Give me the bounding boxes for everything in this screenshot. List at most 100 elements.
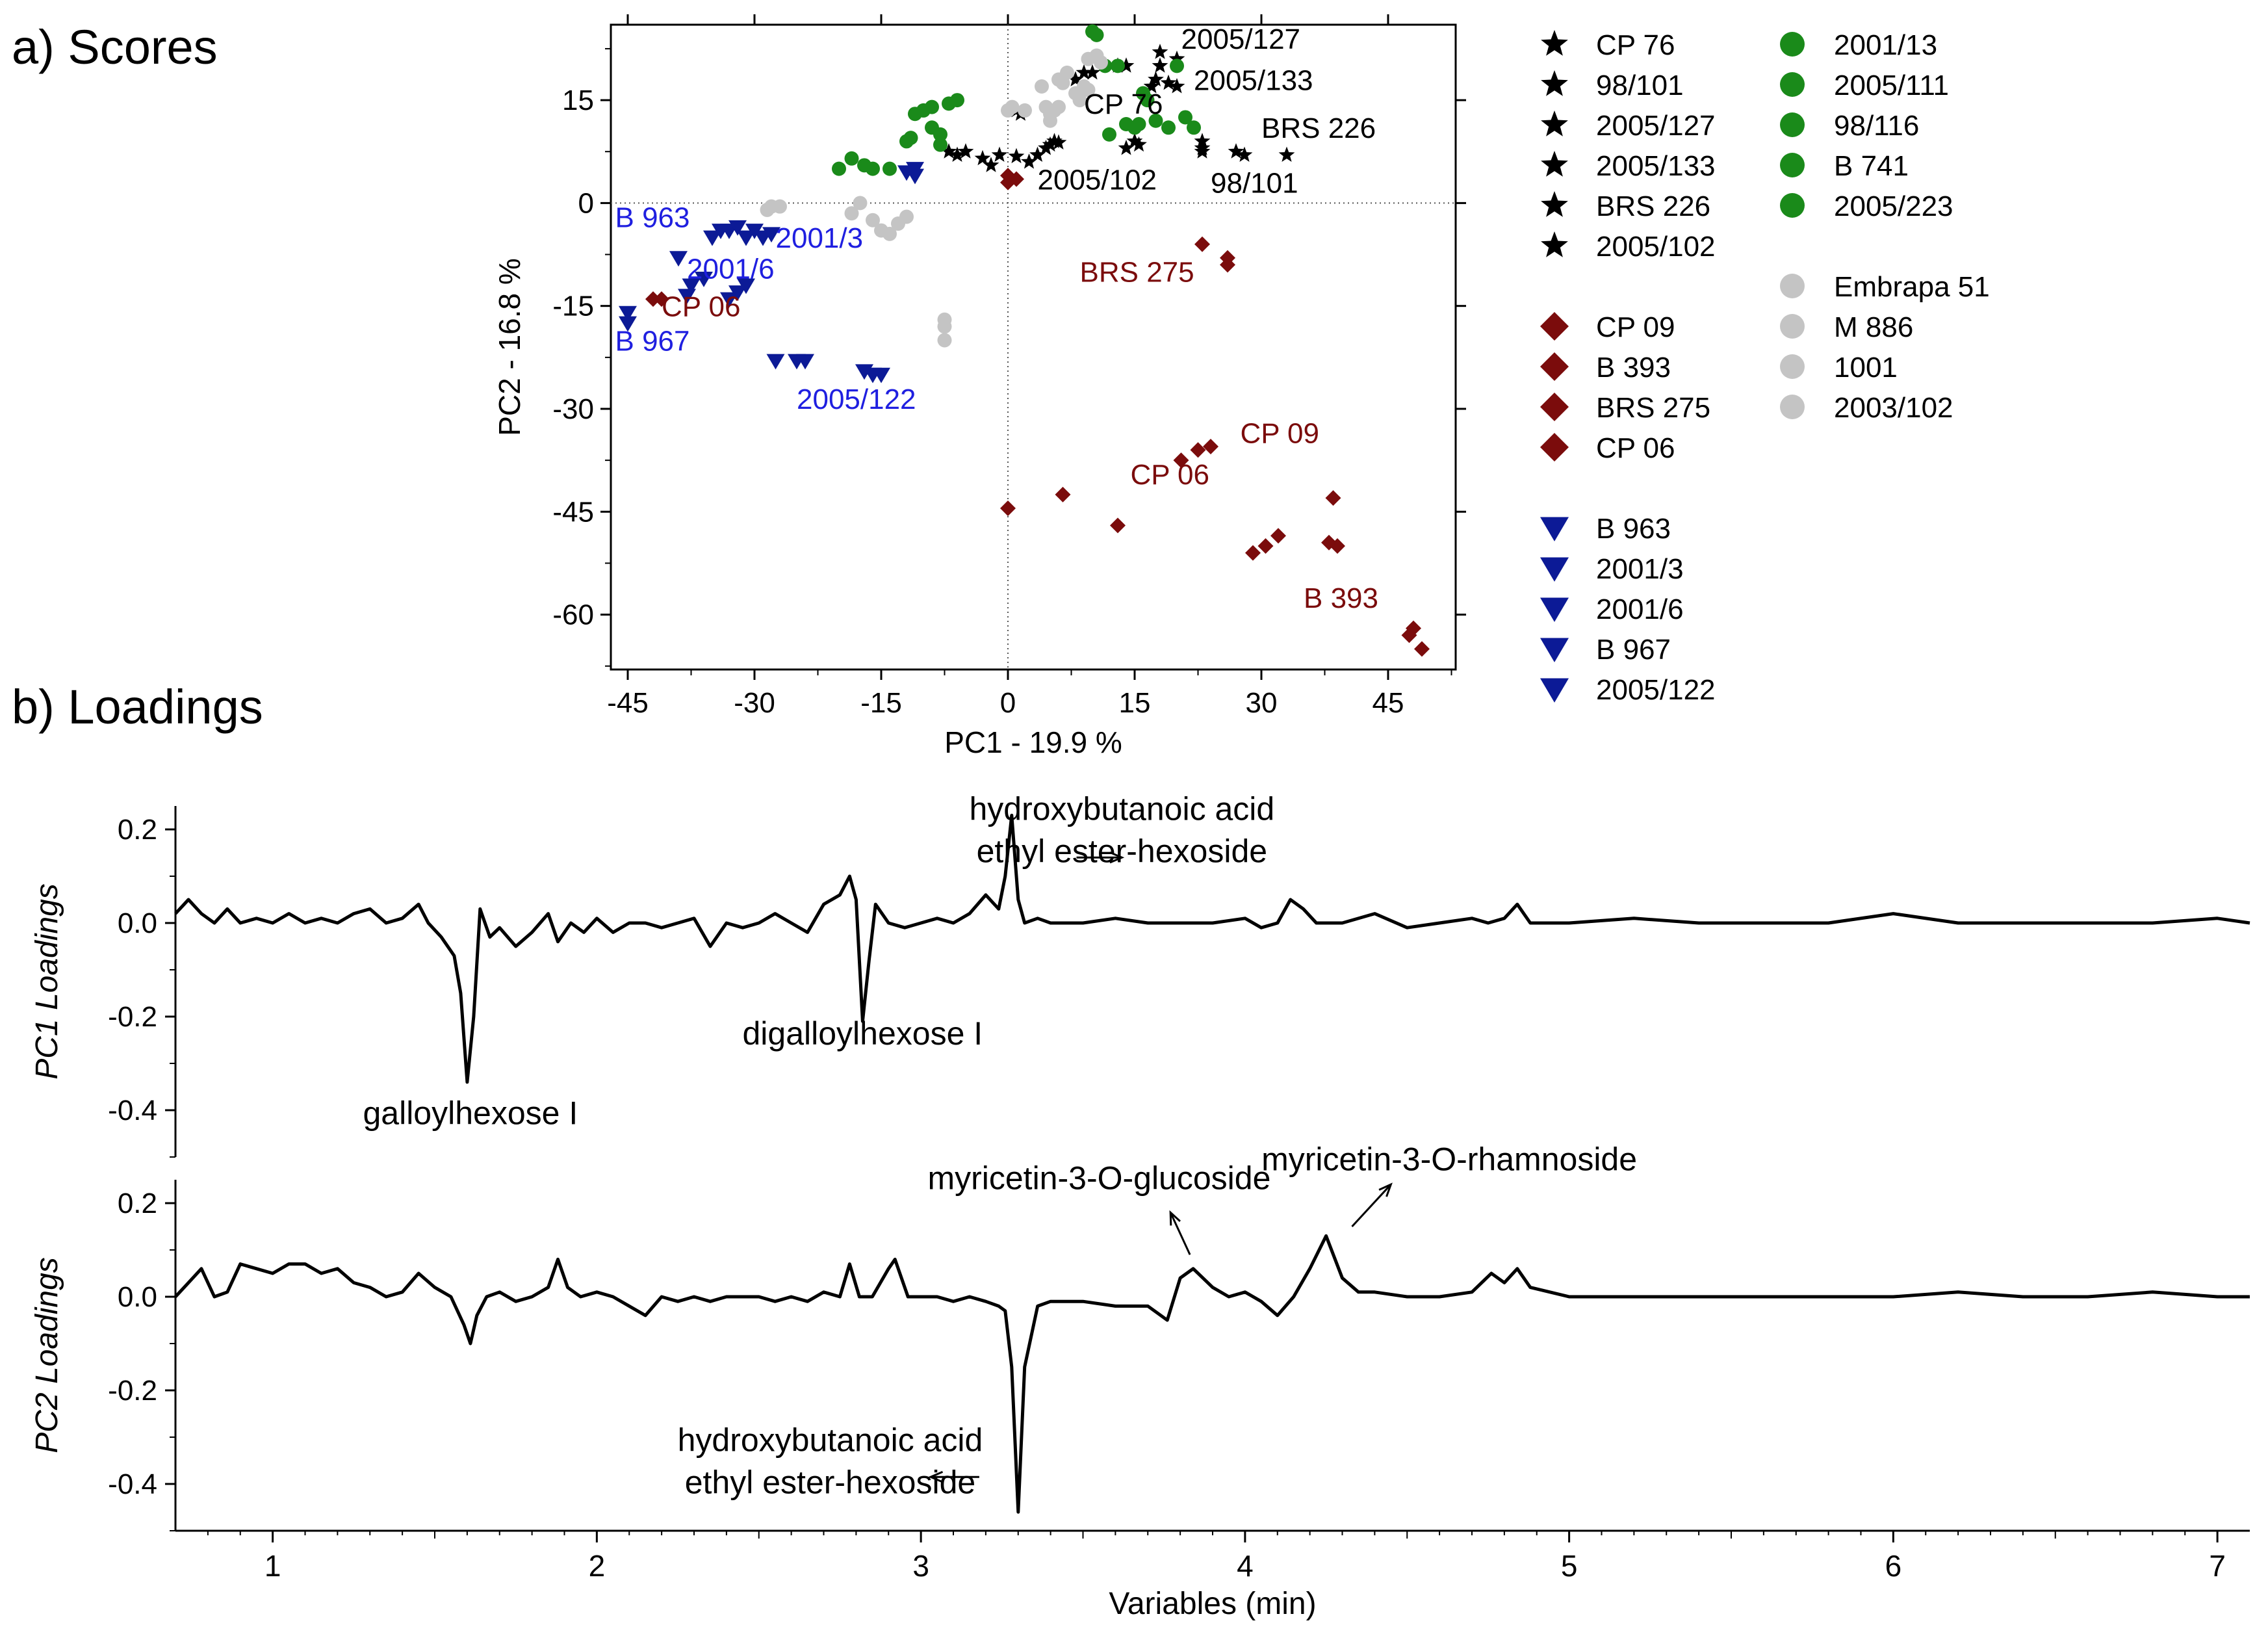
data-point-diamond: [1245, 545, 1261, 561]
annotation-label: B 393: [1304, 582, 1378, 614]
x-tick-label: 30: [1246, 687, 1278, 719]
data-point-circle: [853, 196, 868, 211]
data-point-circle: [1187, 120, 1201, 135]
data-point-star: [1228, 143, 1244, 159]
annotation-label: 2005/127: [1181, 23, 1301, 55]
pc2-x-tick-label: 6: [1885, 1549, 1902, 1583]
pc2-loadings-line: [174, 1234, 2250, 1514]
legend-marker-triangle: [1540, 678, 1569, 703]
data-point-circle: [1094, 55, 1108, 70]
legend-marker-circle: [1780, 112, 1805, 137]
data-point-triangle: [703, 230, 721, 246]
data-point-star: [1168, 78, 1185, 94]
data-point-triangle: [669, 251, 688, 267]
data-point-star: [1084, 64, 1101, 80]
pc2-loadings-plot: 0.2 0.0 -0.2 -0.4 PC2 Loadings 1 2 3 4 5 6 7 Variabl…: [30, 1141, 2250, 1621]
y-tick-label: 15: [562, 84, 594, 116]
annotation-label: BRS 226: [1261, 112, 1376, 144]
legend-marker-triangle: [1540, 638, 1569, 662]
pc1-loadings-plot: 0.2 0.0 -0.2 -0.4 PC1 Loadings galloylhexose …: [30, 791, 2250, 1158]
data-point-star: [1067, 71, 1084, 86]
y-tick-label: -45: [552, 496, 594, 528]
legend-marker-circle: [1780, 32, 1805, 57]
legend-marker-circle: [1780, 72, 1805, 97]
annotation-label: BRS 275: [1080, 257, 1194, 289]
annotation-label: 2005/102: [1038, 164, 1157, 196]
panel-a-label: a) Scores: [12, 20, 218, 74]
pc2-annotation: ethyl ester-hexoside: [685, 1464, 975, 1500]
legend-marker-diamond: [1540, 433, 1569, 462]
data-point-diamond: [1257, 538, 1274, 554]
data-point-circle: [1051, 99, 1066, 114]
legend-label: M 886: [1834, 311, 1913, 343]
legend-marker-star: [1541, 231, 1568, 257]
pc2-y-axis-title: PC2 Loadings: [30, 1257, 64, 1453]
legend-label: CP 06: [1596, 432, 1675, 464]
data-point-diamond: [1055, 486, 1071, 502]
data-point-triangle: [695, 271, 713, 287]
x-axis-title: PC1 - 19.9 %: [944, 725, 1122, 759]
data-point-circle: [832, 161, 846, 176]
data-point-circle: [933, 127, 947, 142]
data-point-star: [1118, 57, 1135, 73]
pc2-arrow-glucoside-head: [1169, 1210, 1181, 1226]
data-point-star: [1236, 146, 1253, 162]
legend-label: Embrapa 51: [1834, 271, 1990, 303]
data-point-triangle: [762, 227, 780, 243]
data-point-circle: [1111, 58, 1125, 73]
legend-marker-triangle: [1540, 597, 1569, 622]
legend-label: 2001/6: [1596, 593, 1684, 625]
legend-marker-star: [1541, 30, 1568, 56]
legend-label: 98/116: [1834, 110, 1919, 142]
data-point-star: [1131, 136, 1147, 152]
legend-label: B 963: [1596, 513, 1671, 545]
pc1-annotation: ethyl ester-hexoside: [977, 833, 1267, 869]
annotation-label: B 967: [615, 325, 690, 357]
data-point-circle: [1035, 79, 1049, 94]
data-point-circle: [844, 151, 859, 166]
data-point-star: [1008, 148, 1025, 164]
x-tick-label: 15: [1119, 687, 1151, 719]
pc2-x-tick-label: 3: [912, 1549, 929, 1583]
data-point-star: [1126, 133, 1143, 148]
data-point-circle: [1178, 110, 1192, 125]
pc1-annotation: digalloylhexose I: [743, 1015, 983, 1052]
data-point-star: [949, 146, 966, 162]
data-point-circle: [937, 319, 952, 334]
pc2-y-tick-label: 0.0: [118, 1281, 157, 1313]
legend-marker-diamond: [1540, 312, 1569, 341]
pc2-y-tick-label: 0.2: [118, 1188, 157, 1219]
data-point-circle: [1102, 127, 1116, 142]
data-point-star: [1118, 140, 1135, 155]
legend-label: 2003/102: [1834, 392, 1953, 424]
legend-marker-circle: [1780, 274, 1805, 298]
scores-frame: [610, 23, 1457, 671]
y-tick-label: -60: [552, 599, 594, 631]
x-tick-label: 0: [1000, 687, 1016, 719]
data-point-circle: [1072, 93, 1087, 108]
data-point-circle: [883, 161, 897, 176]
data-point-diamond: [1173, 452, 1189, 469]
legend-marker-triangle: [1540, 517, 1569, 541]
data-point-circle: [937, 333, 952, 348]
pc1-y-tick-label: -0.4: [108, 1095, 157, 1126]
data-point-diamond: [1190, 442, 1206, 458]
data-point-star: [940, 143, 957, 159]
legend-label: 2001/3: [1596, 553, 1684, 585]
legend-label: 2005/111: [1834, 70, 1949, 101]
legend-label: BRS 275: [1596, 392, 1710, 424]
pc2-arrow-rhamnoside-head: [1378, 1182, 1393, 1197]
data-point-diamond: [1009, 171, 1024, 187]
data-point-diamond: [645, 291, 661, 307]
pc2-x-tick-label: 1: [264, 1549, 281, 1583]
pc1-annotation: galloylhexose I: [363, 1095, 578, 1132]
data-point-star: [1160, 74, 1177, 90]
legend-marker-circle: [1780, 153, 1805, 177]
annotation-label: CP 06: [662, 291, 741, 323]
data-point-circle: [1170, 58, 1184, 73]
data-point-star: [1042, 136, 1059, 152]
data-point-circle: [866, 213, 880, 228]
y-tick-label: -15: [552, 291, 594, 322]
data-point-diamond: [1000, 500, 1016, 516]
